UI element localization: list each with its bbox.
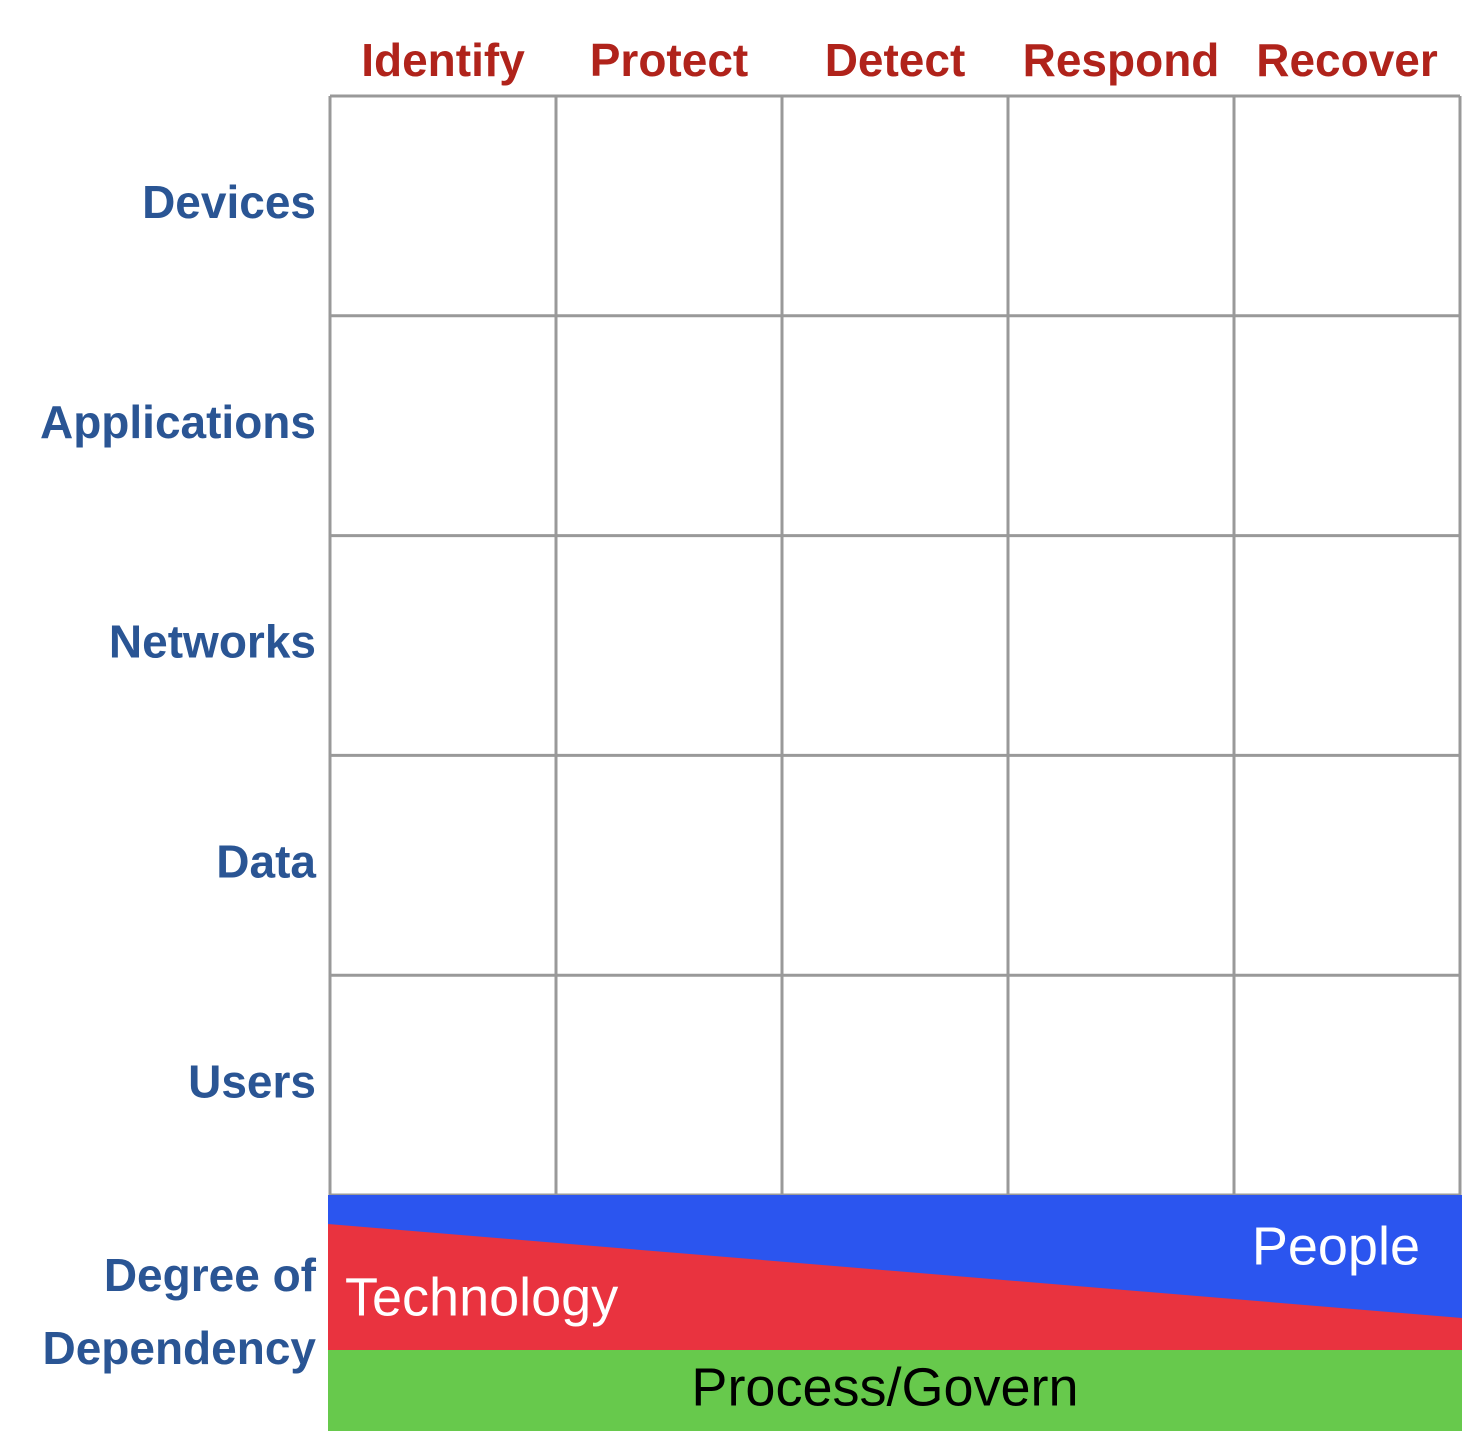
column-header: Protect (590, 34, 748, 86)
dependency-label: Degree of (104, 1249, 317, 1301)
technology-label: Technology (345, 1267, 618, 1327)
row-header: Users (188, 1055, 316, 1107)
process-layer (328, 1350, 1462, 1431)
process-label: Process/Govern (691, 1357, 1078, 1417)
row-header: Applications (40, 396, 316, 448)
column-header: Identify (361, 34, 525, 86)
dependency-label: Dependency (42, 1322, 316, 1374)
row-header: Devices (142, 176, 316, 228)
technology-layer (328, 1224, 1462, 1351)
row-header: Networks (109, 616, 316, 668)
column-header: Detect (825, 34, 966, 86)
people-label: People (1252, 1216, 1420, 1276)
column-header: Recover (1256, 34, 1438, 86)
row-header: Data (216, 835, 316, 887)
column-header: Respond (1023, 34, 1220, 86)
grid (328, 94, 1462, 1197)
